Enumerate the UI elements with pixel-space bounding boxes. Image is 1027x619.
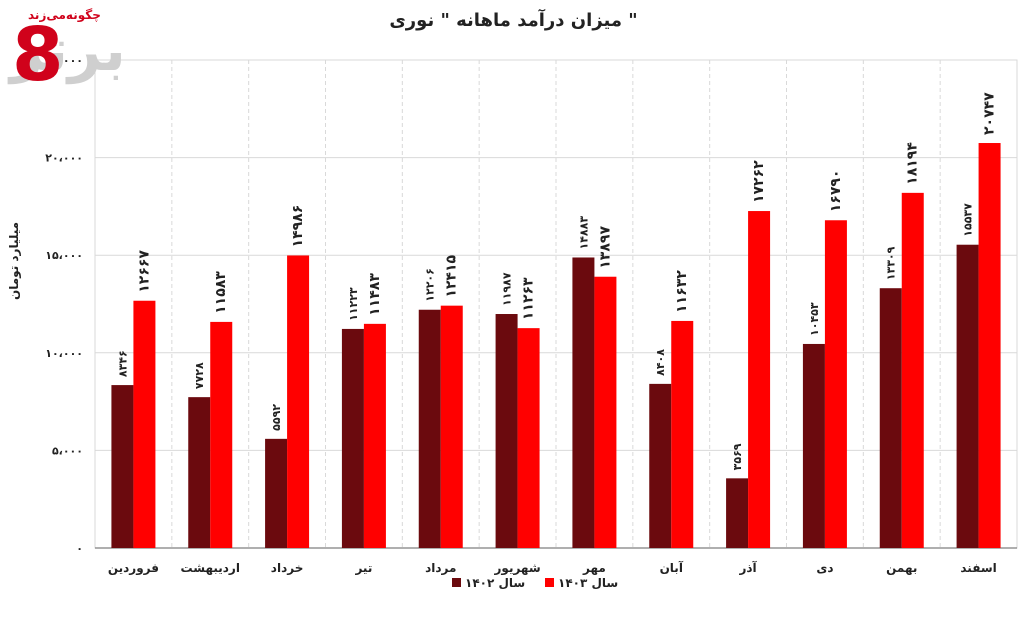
y-tick-label: ۰	[76, 542, 83, 555]
data-label: ۸۴۰۸	[654, 349, 667, 376]
x-tick-label: آذر	[738, 560, 757, 575]
bar-1402	[726, 478, 749, 548]
data-label: ۱۸۱۹۴	[905, 142, 921, 185]
bar-1402	[572, 257, 595, 548]
x-tick-label: خرداد	[271, 561, 304, 575]
data-label: ۱۲۲۰۶	[424, 268, 437, 302]
bar-1402	[265, 438, 288, 548]
x-tick-label: شهریور	[494, 561, 541, 576]
bar-1402	[495, 314, 518, 548]
legend-label: سال ۱۴۰۲	[465, 576, 525, 590]
bar-1402	[341, 328, 364, 548]
x-tick-label: تیر	[354, 561, 372, 575]
y-tick-label: ۲۵،۰۰۰	[45, 54, 83, 67]
data-label: ۸۳۴۶	[116, 350, 129, 377]
y-tick-label: ۵،۰۰۰	[52, 444, 83, 457]
x-tick-label: بهمن	[886, 561, 917, 575]
data-label: ۱۶۷۹۰	[828, 170, 844, 213]
x-tick-label: فروردین	[108, 561, 159, 576]
data-label: ۱۳۳۰۹	[885, 246, 898, 280]
bar-1402	[649, 383, 672, 548]
bar-1403	[440, 305, 463, 548]
data-label: ۳۵۶۹	[731, 443, 744, 470]
bar-1403	[671, 320, 694, 548]
y-tick-label: ۲۰،۰۰۰	[45, 152, 83, 165]
x-tick-label: اردیبهشت	[181, 561, 240, 575]
bar-1403	[287, 255, 310, 549]
watermark-tagline: چگونه‌می‌زند	[28, 8, 101, 22]
bar-1403	[210, 321, 233, 548]
bar-1403	[133, 300, 156, 548]
data-label: ۱۴۸۸۳	[577, 216, 590, 250]
x-tick-label: اسفند	[960, 561, 996, 575]
bar-1403	[594, 276, 617, 548]
data-label: ۱۱۴۸۳	[367, 273, 383, 316]
x-tick-label: آبان	[660, 560, 684, 575]
watermark-brand: برتر	[10, 16, 128, 84]
data-label: ۷۷۲۸	[193, 362, 206, 389]
y-tick-label: ۱۵،۰۰۰	[45, 249, 83, 262]
data-label: ۱۱۲۲۳	[347, 287, 360, 321]
y-axis-label: میلیارد تومان	[7, 221, 21, 300]
data-label: ۱۰۴۵۳	[808, 302, 821, 336]
legend-swatch	[452, 578, 461, 587]
data-label: ۱۲۶۶۷	[136, 250, 152, 293]
bar-1402	[418, 309, 441, 548]
watermark-eight: 8	[12, 12, 64, 98]
x-tick-label: مرداد	[425, 561, 456, 575]
bar-1402	[188, 397, 211, 548]
bar-1403	[901, 192, 924, 548]
bar-1402	[111, 385, 134, 548]
bar-1403	[748, 211, 771, 548]
data-label: ۱۲۴۱۵	[444, 254, 460, 297]
data-label: ۱۴۹۸۶	[290, 205, 306, 248]
watermark-logo: برتر 8 چگونه‌می‌زند	[6, 6, 246, 98]
bar-1402	[879, 288, 902, 548]
data-label: ۱۱۹۸۷	[501, 272, 514, 306]
legend-swatch	[545, 578, 554, 587]
bar-1402	[956, 244, 979, 548]
bar-1403	[978, 143, 1001, 548]
chart-title: میزان درآمد ماهانه " نوری "	[389, 10, 638, 31]
data-label: ۱۱۵۸۳	[213, 271, 229, 314]
data-label: ۲۰۷۴۷	[982, 92, 998, 135]
y-tick-label: ۱۰،۰۰۰	[45, 347, 83, 360]
data-label: ۱۱۲۶۳	[521, 277, 537, 320]
bar-1403	[824, 220, 847, 548]
bar-1403	[363, 323, 386, 548]
data-label: ۱۱۶۳۲	[674, 270, 690, 313]
bar-1402	[802, 343, 825, 548]
data-label: ۱۷۲۶۲	[751, 160, 767, 203]
x-tick-label: دی	[816, 561, 833, 575]
data-label: ۱۵۵۳۷	[962, 203, 975, 237]
legend-label: سال ۱۴۰۳	[558, 576, 618, 590]
data-label: ۵۵۹۲	[270, 404, 283, 431]
bar-1403	[517, 328, 540, 548]
x-tick-label: مهر	[582, 561, 606, 575]
data-label: ۱۳۸۹۷	[597, 226, 613, 269]
